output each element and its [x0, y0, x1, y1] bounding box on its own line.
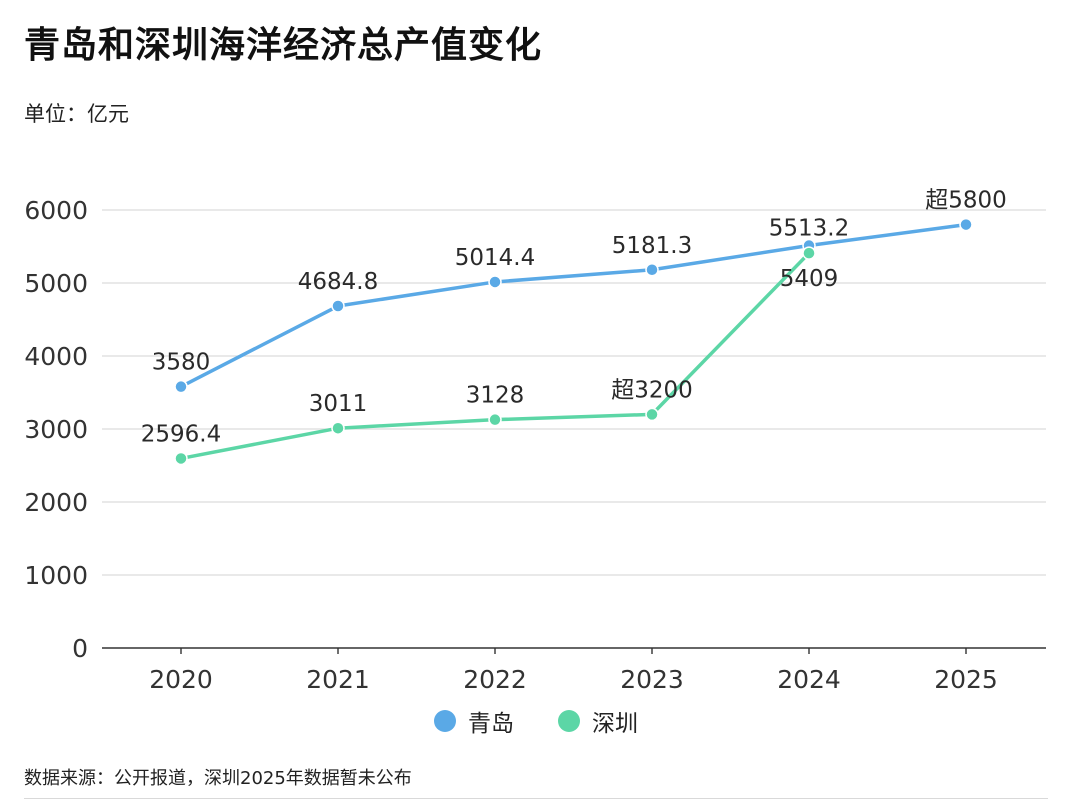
data-point [959, 217, 973, 232]
data-labels: 3580 4684.8 5014.4 5181.3 5513.2 超5800 2596.4 3… [141, 188, 1007, 448]
y-tick-label: 1000 [24, 561, 88, 590]
data-point [174, 451, 188, 466]
data-label: 5181.3 [612, 233, 692, 259]
data-point [488, 275, 502, 289]
legend-label-qingdao: 青岛 [468, 711, 514, 737]
legend-marker-qingdao [434, 710, 456, 732]
data-label: 2596.4 [141, 421, 221, 447]
data-point [331, 299, 345, 313]
data-point [331, 421, 345, 435]
x-axis-ticks: 2020 2021 2022 2023 2024 2025 [149, 648, 998, 694]
x-tick-label: 2023 [620, 665, 684, 694]
legend: 青岛 深圳 [0, 704, 1072, 738]
data-label: 5014.4 [455, 245, 535, 271]
legend-marker-shenzhen [558, 710, 580, 732]
data-label: 5513.2 [769, 216, 849, 242]
footer-divider [24, 798, 1048, 799]
data-source-note: 数据来源：公开报道，深圳2025年数据暂未公布 [24, 768, 412, 789]
series-line-qingdao [179, 222, 968, 389]
y-axis-ticks: 0 1000 2000 3000 4000 5000 6000 [24, 196, 88, 663]
data-point [802, 246, 816, 260]
y-tick-label: 2000 [24, 488, 88, 517]
data-label: 超3200 [611, 377, 693, 403]
legend-item-shenzhen[interactable]: 深圳 [558, 704, 638, 738]
y-tick-label: 6000 [24, 196, 88, 225]
data-label: 5409 [780, 266, 839, 292]
y-tick-label: 4000 [24, 342, 88, 371]
data-label: 超5800 [925, 188, 1007, 214]
x-tick-label: 2022 [463, 665, 527, 694]
data-point [645, 263, 659, 277]
data-label: 3128 [466, 383, 525, 409]
data-point [174, 379, 188, 394]
series-lines [179, 222, 968, 461]
data-label: 4684.8 [298, 269, 378, 295]
data-label: 3011 [309, 391, 368, 417]
series-points [174, 217, 973, 466]
y-tick-label: 3000 [24, 415, 88, 444]
unit-label: 单位：亿元 [24, 102, 129, 126]
data-label: 3580 [152, 350, 211, 376]
x-tick-label: 2021 [306, 665, 370, 694]
y-tick-label: 5000 [24, 269, 88, 298]
legend-item-qingdao[interactable]: 青岛 [434, 704, 514, 738]
chart-title: 青岛和深圳海洋经济总产值变化 [24, 25, 543, 66]
x-tick-label: 2025 [934, 665, 998, 694]
legend-label-shenzhen: 深圳 [592, 711, 638, 737]
y-tick-label: 0 [72, 634, 88, 663]
data-point [645, 407, 659, 422]
x-tick-label: 2020 [149, 665, 213, 694]
data-point [488, 412, 502, 427]
gridlines [102, 209, 1046, 649]
x-tick-label: 2024 [777, 665, 841, 694]
